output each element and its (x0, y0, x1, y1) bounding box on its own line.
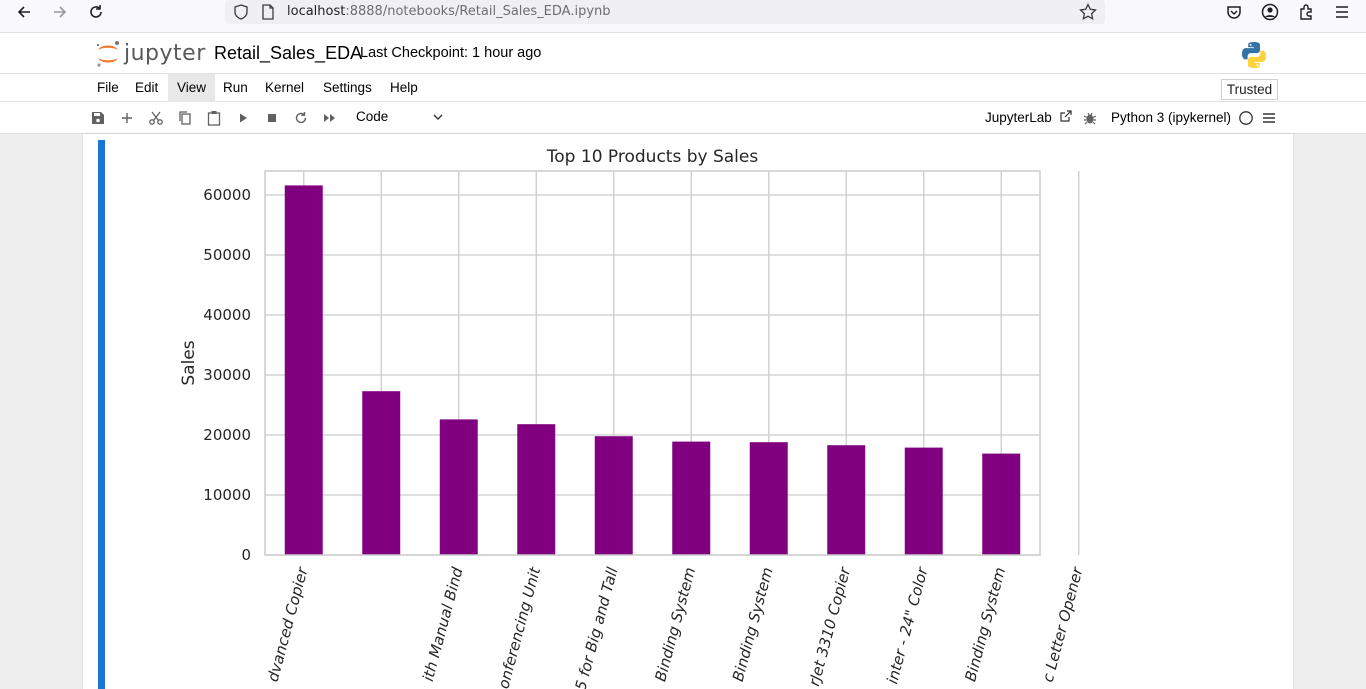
cell-type-dropdown[interactable]: Code (356, 109, 446, 129)
bar-chart: Top 10 Products by Sales Sales 0 10000 200… (179, 147, 1087, 689)
y-tick-label: 60000 (203, 186, 251, 204)
menu-edit[interactable]: Edit (135, 80, 159, 95)
url-text[interactable]: localhost:8888/notebooks/Retail_Sales_ED… (287, 4, 611, 19)
run-icon[interactable] (231, 106, 255, 130)
chevron-down-icon (432, 111, 444, 126)
property-inspector-icon[interactable] (1257, 106, 1281, 130)
x-tick-label: c Letter Opener (1039, 565, 1087, 684)
y-tick-label: 30000 (203, 366, 251, 384)
y-tick-label: 40000 (203, 306, 251, 324)
trusted-indicator[interactable]: Trusted (1221, 79, 1278, 100)
bar (284, 185, 323, 555)
x-tick-label: inter - 24" Color (883, 565, 932, 686)
bar (362, 391, 401, 555)
bar (672, 441, 711, 555)
bars (284, 185, 1021, 555)
bookmark-star-icon[interactable] (1079, 2, 1097, 25)
x-tick-labels: dvanced Copier ith Manual Bind onferencing… (264, 564, 1087, 689)
y-tick-label: 20000 (203, 426, 251, 444)
debugger-bug-icon[interactable] (1078, 106, 1102, 130)
notebook-area (0, 134, 1366, 689)
active-cell-indicator[interactable] (98, 140, 105, 689)
forward-arrow-icon[interactable] (46, 0, 74, 24)
menu-bar: File Edit View Run Kernel Settings Help … (0, 74, 1366, 102)
x-tick-label: Binding System (961, 565, 1009, 683)
cell-type-value: Code (356, 109, 389, 124)
notebook-toolbar: Code JupyterLab Python 3 (ipykernel) (0, 102, 1366, 134)
last-checkpoint: Last Checkpoint: 1 hour ago (360, 45, 542, 61)
x-tick-label: Binding System (729, 565, 777, 683)
bar (904, 447, 943, 555)
url-bar[interactable]: localhost:8888/notebooks/Retail_Sales_ED… (225, 0, 1105, 24)
menu-kernel[interactable]: Kernel (265, 80, 305, 95)
extensions-icon[interactable] (1293, 0, 1319, 24)
stop-icon[interactable] (260, 106, 284, 130)
bar (982, 453, 1021, 555)
plot-frame (264, 170, 1041, 556)
url-path: :8888/notebooks/Retail_Sales_EDA.ipynb (345, 4, 611, 19)
bar (749, 442, 788, 555)
notebook-header: jupyter Retail_Sales_EDA Last Checkpoint… (0, 32, 1366, 74)
y-tick-label: 50000 (203, 246, 251, 264)
x-tick-label: dvanced Copier (264, 565, 312, 684)
x-tick-label: ith Manual Bind (419, 565, 467, 683)
browser-toolbar: localhost:8888/notebooks/Retail_Sales_ED… (0, 0, 1366, 32)
menu-view[interactable]: View (168, 74, 216, 102)
bar (439, 419, 478, 555)
jupyter-logo-icon (96, 41, 119, 67)
shield-icon[interactable] (233, 4, 249, 24)
menu-settings[interactable]: Settings (323, 80, 372, 95)
copy-icon[interactable] (173, 106, 197, 130)
restart-icon[interactable] (289, 106, 313, 130)
python-logo-icon (1240, 41, 1268, 69)
chart-title: Top 10 Products by Sales (546, 147, 759, 167)
bar (594, 436, 633, 555)
cut-icon[interactable] (144, 106, 168, 130)
pocket-icon[interactable] (1221, 0, 1247, 24)
bar (517, 424, 556, 555)
account-icon[interactable] (1257, 0, 1283, 24)
y-tick-labels: 0 10000 20000 30000 40000 50000 60000 (203, 186, 251, 564)
fast-forward-icon[interactable] (318, 106, 342, 130)
menu-run[interactable]: Run (223, 80, 248, 95)
x-tick-label: rJet 3310 Copier (805, 565, 854, 688)
jupyter-logo[interactable]: jupyter (94, 39, 206, 69)
jupyter-logo-text: jupyter (124, 41, 206, 66)
kernel-name[interactable]: Python 3 (ipykernel) (1111, 110, 1231, 125)
back-arrow-icon[interactable] (10, 0, 38, 24)
menu-help[interactable]: Help (390, 80, 418, 95)
menu-file[interactable]: File (97, 80, 119, 95)
bar (827, 445, 866, 555)
add-cell-icon[interactable] (115, 106, 139, 130)
open-jupyterlab-link[interactable]: JupyterLab (985, 110, 1072, 125)
notebook-title[interactable]: Retail_Sales_EDA (214, 43, 363, 63)
url-host: localhost (287, 4, 346, 19)
x-tick-label: 5 for Big and Tall (571, 565, 621, 689)
x-tick-label: Binding System (651, 565, 699, 683)
notebook-panel (83, 134, 1293, 689)
y-tick-label: 10000 (203, 486, 251, 504)
x-tick-label: onferencing Unit (494, 564, 544, 689)
reload-icon[interactable] (82, 0, 110, 24)
y-axis-label: Sales (179, 340, 199, 385)
save-icon[interactable] (86, 106, 110, 130)
paste-icon[interactable] (202, 106, 226, 130)
y-tick-label: 0 (241, 546, 251, 564)
jupyterlab-label: JupyterLab (985, 110, 1052, 125)
kernel-status-idle-icon (1234, 106, 1258, 130)
hamburger-menu-icon[interactable] (1329, 0, 1355, 24)
external-link-icon (1059, 110, 1072, 122)
kernel-label: Python 3 (ipykernel) (1111, 110, 1232, 125)
page-icon[interactable] (261, 4, 275, 24)
